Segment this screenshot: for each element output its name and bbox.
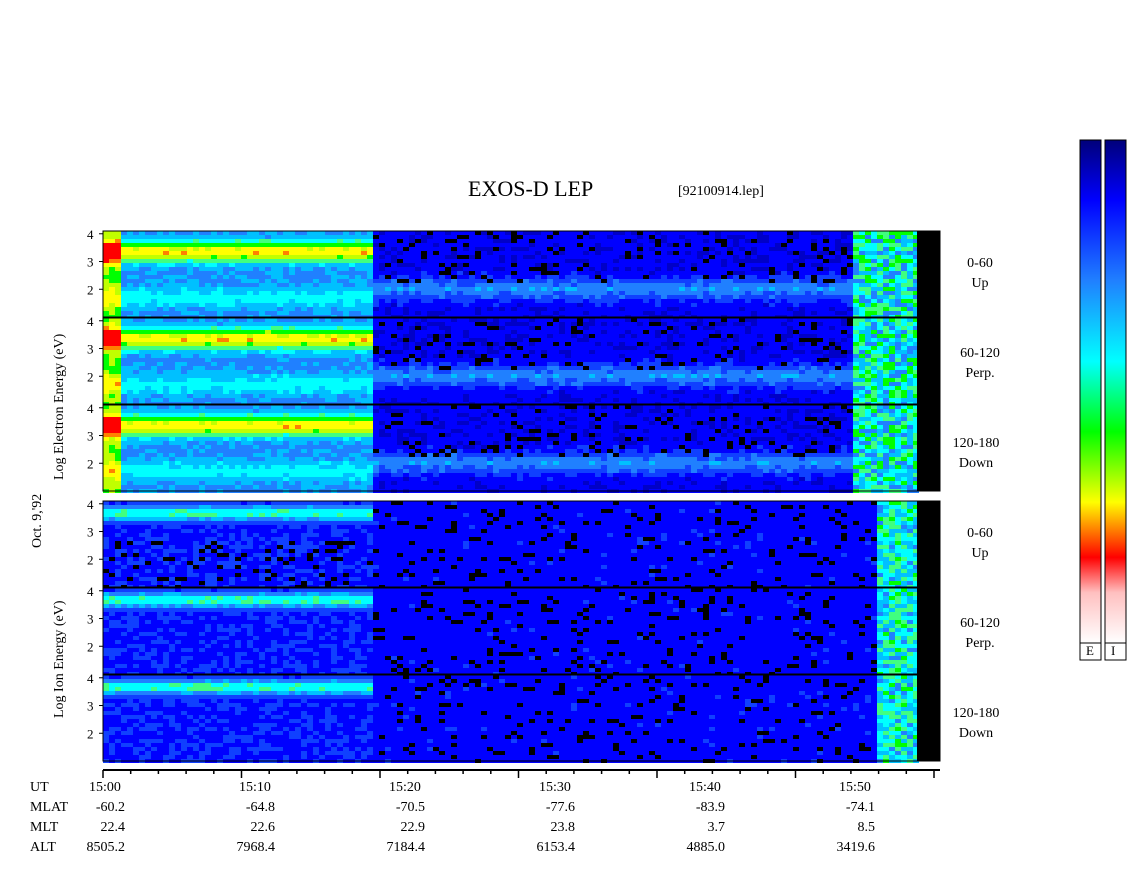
y-tick-label: 3 bbox=[87, 429, 94, 444]
orbit-cell: -60.2 bbox=[95, 800, 125, 815]
y-tick-label: 4 bbox=[87, 401, 94, 416]
y-tick-label: 2 bbox=[87, 639, 94, 654]
orbit-cell: 15:10 bbox=[239, 780, 271, 795]
y-tick-label: 3 bbox=[87, 525, 94, 540]
channel-label-i-down: 120-180 Down bbox=[952, 706, 1000, 741]
orbit-cell: 6153.4 bbox=[536, 840, 576, 855]
y-tick-label: 3 bbox=[87, 612, 94, 627]
date-label: Oct. 9,'92 bbox=[30, 493, 45, 548]
y-tick-label: 2 bbox=[87, 456, 94, 471]
orbit-cell: 4885.0 bbox=[686, 840, 726, 855]
orbit-cell: -83.9 bbox=[695, 800, 725, 815]
orbit-cell: -64.8 bbox=[245, 800, 275, 815]
orbit-cell: 15:30 bbox=[539, 780, 571, 795]
panel-ion-perp bbox=[102, 587, 941, 676]
panel-electron-down bbox=[102, 404, 941, 493]
orbit-cell: 8505.2 bbox=[86, 840, 126, 855]
y-tick-label: 2 bbox=[87, 369, 94, 384]
orbit-cell: 15:20 bbox=[389, 780, 421, 795]
orbit-cell: 3.7 bbox=[707, 820, 726, 835]
y-tick-label: 4 bbox=[87, 497, 94, 512]
panel-electron-perp bbox=[102, 317, 941, 406]
ion-axis-label: Log Ion Energy (eV) bbox=[52, 600, 67, 718]
y-tick-label: 2 bbox=[87, 282, 94, 297]
y-tick-label: 3 bbox=[87, 699, 94, 714]
orbit-row-label: MLAT bbox=[30, 800, 69, 815]
orbit-cell: 22.6 bbox=[250, 820, 276, 835]
orbit-cell: -74.1 bbox=[845, 800, 875, 815]
orbit-cell: 8.5 bbox=[857, 820, 876, 835]
channel-label-e-down: 120-180 Down bbox=[952, 436, 1000, 471]
y-tick-label: 2 bbox=[87, 552, 94, 567]
channel-label-i-perp: 60-120 Perp. bbox=[960, 616, 1000, 651]
y-tick-label: 4 bbox=[87, 584, 94, 599]
orbit-cell: 22.4 bbox=[100, 820, 126, 835]
orbit-cell: 22.9 bbox=[400, 820, 426, 835]
orbit-cell: 7968.4 bbox=[236, 840, 276, 855]
colorbar-electron bbox=[1079, 139, 1102, 644]
y-tick-label: 4 bbox=[87, 227, 94, 242]
electron-axis-label: Log Electron Energy (eV) bbox=[52, 333, 67, 480]
panel-ion-up bbox=[102, 500, 941, 589]
panel-ion-down bbox=[102, 674, 941, 763]
y-tick-label: 4 bbox=[87, 671, 94, 686]
orbit-cell: 15:00 bbox=[89, 780, 121, 795]
channel-label-e-up: 0-60 Up bbox=[967, 256, 993, 291]
orbit-cell: 23.8 bbox=[550, 820, 576, 835]
y-tick-label: 4 bbox=[87, 314, 94, 329]
colorbar-label-i: I bbox=[1111, 643, 1116, 658]
orbit-row-label: UT bbox=[30, 780, 49, 795]
channel-label-e-perp: 60-120 Perp. bbox=[960, 346, 1000, 381]
y-tick-label: 3 bbox=[87, 342, 94, 357]
y-tick-label: 2 bbox=[87, 726, 94, 741]
orbit-cell: 15:40 bbox=[689, 780, 721, 795]
chart-title: EXOS-D LEP bbox=[468, 176, 594, 201]
colorbar-label-e: E bbox=[1086, 643, 1094, 658]
orbit-row-label: MLT bbox=[30, 820, 59, 835]
orbit-cell: -77.6 bbox=[545, 800, 575, 815]
orbit-row-label: ALT bbox=[30, 840, 56, 855]
orbit-cell: 7184.4 bbox=[386, 840, 426, 855]
y-tick-label: 3 bbox=[87, 255, 94, 270]
file-name: [92100914.lep] bbox=[678, 184, 764, 199]
orbit-cell: 3419.6 bbox=[836, 840, 876, 855]
orbit-cell: 15:50 bbox=[839, 780, 871, 795]
panel-electron-up bbox=[102, 230, 941, 319]
channel-label-i-up: 0-60 Up bbox=[967, 526, 993, 561]
orbit-cell: -70.5 bbox=[395, 800, 425, 815]
colorbar-ion bbox=[1104, 139, 1127, 644]
